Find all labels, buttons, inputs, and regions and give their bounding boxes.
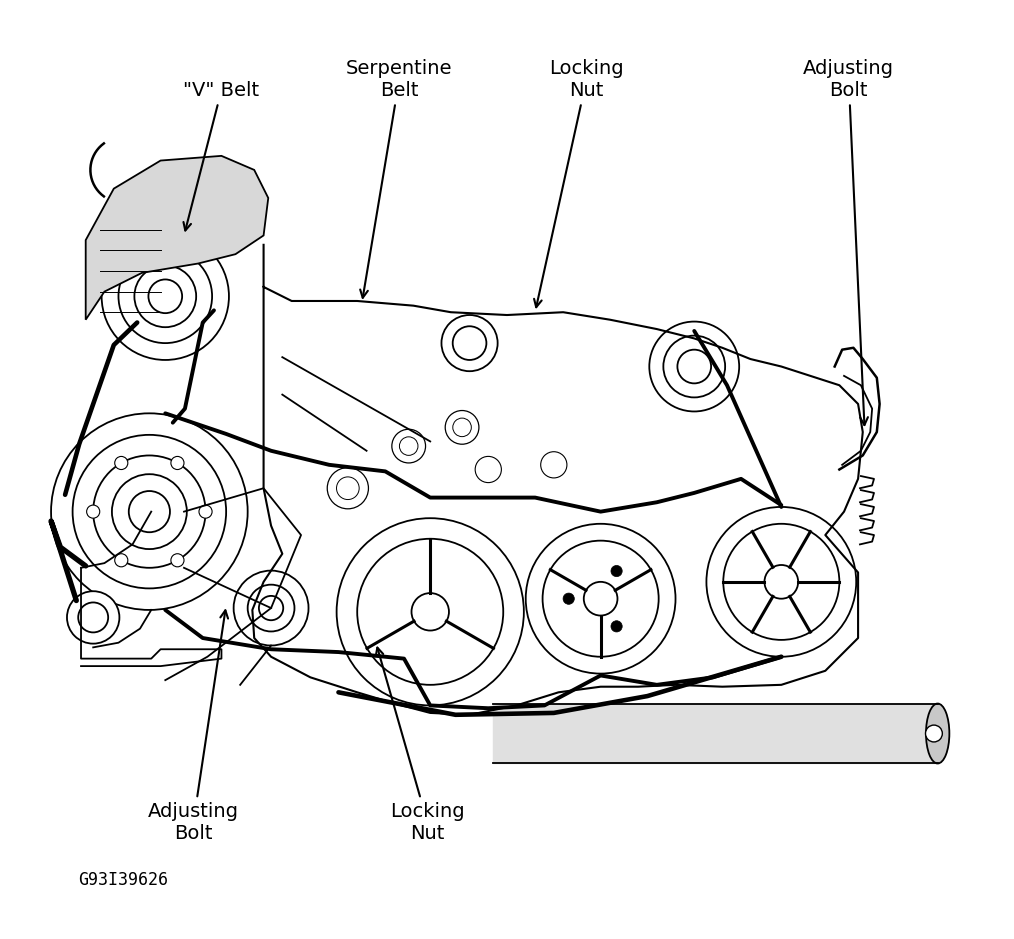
Circle shape	[86, 505, 99, 518]
Circle shape	[611, 621, 623, 632]
Circle shape	[563, 593, 574, 605]
Text: Adjusting
Bolt: Adjusting Bolt	[148, 610, 239, 843]
Circle shape	[926, 725, 942, 742]
Circle shape	[171, 554, 184, 567]
Text: G93I39626: G93I39626	[78, 871, 168, 889]
Circle shape	[67, 592, 120, 643]
Circle shape	[171, 456, 184, 470]
Text: Locking
Nut: Locking Nut	[376, 648, 464, 843]
Circle shape	[199, 505, 212, 518]
Circle shape	[115, 456, 128, 470]
Text: Adjusting
Bolt: Adjusting Bolt	[803, 59, 894, 425]
Circle shape	[611, 565, 623, 577]
Text: "V" Belt: "V" Belt	[184, 81, 260, 230]
Text: Locking
Nut: Locking Nut	[534, 59, 624, 307]
Ellipse shape	[926, 703, 949, 763]
Polygon shape	[86, 156, 269, 319]
Text: Serpentine
Belt: Serpentine Belt	[346, 59, 452, 298]
Circle shape	[115, 554, 128, 567]
